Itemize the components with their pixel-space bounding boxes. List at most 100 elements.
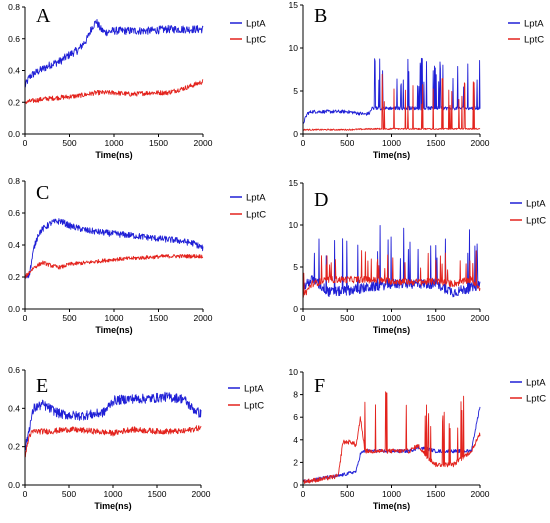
- legend-label-lpta: LptA: [246, 19, 266, 30]
- series-line-lptc: [24, 79, 204, 105]
- y-tick-label: 0.6: [8, 365, 20, 375]
- x-tick-label: 1500: [149, 138, 168, 148]
- series-line-lptc: [302, 391, 481, 485]
- x-tick-label: 1500: [426, 489, 445, 499]
- y-tick-label: 0.4: [8, 66, 20, 76]
- legend-label-lptc: LptC: [524, 35, 544, 46]
- x-axis-label: Time(ns): [373, 150, 410, 160]
- x-tick-label: 1000: [104, 489, 123, 499]
- x-tick-label: 1000: [382, 138, 401, 148]
- y-tick-label: 10: [289, 43, 299, 53]
- y-tick-label: 0: [293, 480, 298, 490]
- y-tick-label: 0: [293, 304, 298, 314]
- y-tick-label: 8: [293, 390, 298, 400]
- series-line-lpta: [302, 406, 481, 484]
- y-tick-label: 15: [289, 0, 299, 10]
- panel-a: A 0.0 0.2 0.4 0.6 0.8 0 500 1000 1500 2000 Time(ns)…: [8, 2, 266, 160]
- panel-b: B 0 5 10 15 0 500 1000 1500 2000 Time(ns) LptA LptC: [289, 0, 545, 160]
- series-line-lpta: [24, 391, 202, 452]
- x-tick-label: 500: [62, 313, 76, 323]
- legend-label-lptc: LptC: [246, 35, 266, 46]
- panel-d: D 0 5 10 15 0 500 1000 1500 2000 Time(ns) LptA LptC: [289, 178, 547, 335]
- y-tick-label: 15: [289, 178, 299, 188]
- series-line-lpta: [24, 18, 204, 88]
- y-tick-label: 0.6: [8, 34, 20, 44]
- series-line-lpta: [302, 225, 481, 298]
- x-tick-label: 1500: [149, 313, 168, 323]
- x-axis-label: Time(ns): [94, 501, 131, 511]
- legend-label-lptc: LptC: [526, 394, 546, 405]
- x-tick-label: 0: [301, 489, 306, 499]
- y-tick-label: 0.0: [8, 480, 20, 490]
- legend-label-lpta: LptA: [526, 378, 546, 389]
- x-tick-label: 1000: [382, 313, 401, 323]
- x-tick-label: 500: [340, 138, 354, 148]
- panel-letter: F: [314, 375, 325, 397]
- x-tick-label: 500: [62, 138, 76, 148]
- x-tick-label: 2000: [194, 138, 213, 148]
- panel-e: E 0.0 0.2 0.4 0.6 0 500 1000 1500 2000 Time(ns) Lpt…: [8, 365, 264, 511]
- x-tick-label: 0: [23, 489, 28, 499]
- x-tick-label: 1000: [105, 313, 124, 323]
- y-tick-label: 0.0: [8, 129, 20, 139]
- legend-label-lptc: LptC: [244, 401, 264, 412]
- panel-f: F 0 2 4 6 8 10 0 500 1000 1500 2000 Time(ns) LptA LptC: [289, 367, 547, 511]
- y-tick-label: 0.8: [8, 176, 20, 186]
- panel-letter: D: [314, 189, 328, 211]
- x-tick-label: 1000: [382, 489, 401, 499]
- y-tick-label: 0.2: [8, 442, 20, 452]
- legend-label-lpta: LptA: [526, 199, 546, 210]
- x-tick-label: 2000: [194, 313, 213, 323]
- x-axis-label: Time(ns): [373, 325, 410, 335]
- x-tick-label: 1000: [105, 138, 124, 148]
- y-tick-label: 5: [293, 86, 298, 96]
- x-tick-label: 500: [340, 313, 354, 323]
- panel-letter: A: [36, 5, 51, 27]
- x-tick-label: 2000: [471, 313, 490, 323]
- series-line-lptc: [24, 425, 202, 458]
- series-line-lpta: [302, 57, 481, 124]
- y-tick-label: 4: [293, 435, 298, 445]
- x-tick-label: 1500: [148, 489, 167, 499]
- x-tick-label: 2000: [192, 489, 211, 499]
- y-tick-label: 0.4: [8, 240, 20, 250]
- x-tick-label: 0: [301, 138, 306, 148]
- y-tick-label: 6: [293, 412, 298, 422]
- x-tick-label: 0: [23, 313, 28, 323]
- series-line-lptc: [24, 254, 204, 279]
- x-axis-label: Time(ns): [373, 501, 410, 511]
- x-tick-label: 2000: [471, 138, 490, 148]
- x-tick-label: 1500: [426, 313, 445, 323]
- y-tick-label: 0.2: [8, 272, 20, 282]
- y-tick-label: 5: [293, 262, 298, 272]
- legend-label-lpta: LptA: [246, 193, 266, 204]
- series-line-lptc: [302, 250, 481, 298]
- series-line-lptc: [302, 73, 481, 131]
- panel-letter: C: [36, 182, 49, 204]
- x-tick-label: 500: [340, 489, 354, 499]
- x-tick-label: 1500: [426, 138, 445, 148]
- y-tick-label: 10: [289, 367, 299, 377]
- panel-letter: E: [36, 375, 48, 397]
- panel-c: C 0.0 0.2 0.4 0.6 0.8 0 500 1000 1500 2000 Time(ns)…: [8, 176, 266, 335]
- series-line-lpta: [24, 218, 204, 279]
- x-tick-label: 2000: [471, 489, 490, 499]
- x-tick-label: 0: [23, 138, 28, 148]
- legend-label-lptc: LptC: [246, 210, 266, 221]
- legend-label-lpta: LptA: [524, 19, 544, 30]
- y-tick-label: 0.2: [8, 97, 20, 107]
- x-axis-label: Time(ns): [95, 150, 132, 160]
- y-tick-label: 0.0: [8, 304, 20, 314]
- y-tick-label: 10: [289, 220, 299, 230]
- y-tick-label: 0.8: [8, 2, 20, 12]
- x-tick-label: 0: [301, 313, 306, 323]
- y-tick-label: 2: [293, 457, 298, 467]
- x-tick-label: 500: [62, 489, 76, 499]
- legend-label-lpta: LptA: [244, 384, 264, 395]
- legend-label-lptc: LptC: [526, 216, 546, 227]
- y-tick-label: 0.4: [8, 403, 20, 413]
- y-tick-label: 0.6: [8, 208, 20, 218]
- y-tick-label: 0: [293, 129, 298, 139]
- panel-letter: B: [314, 5, 327, 27]
